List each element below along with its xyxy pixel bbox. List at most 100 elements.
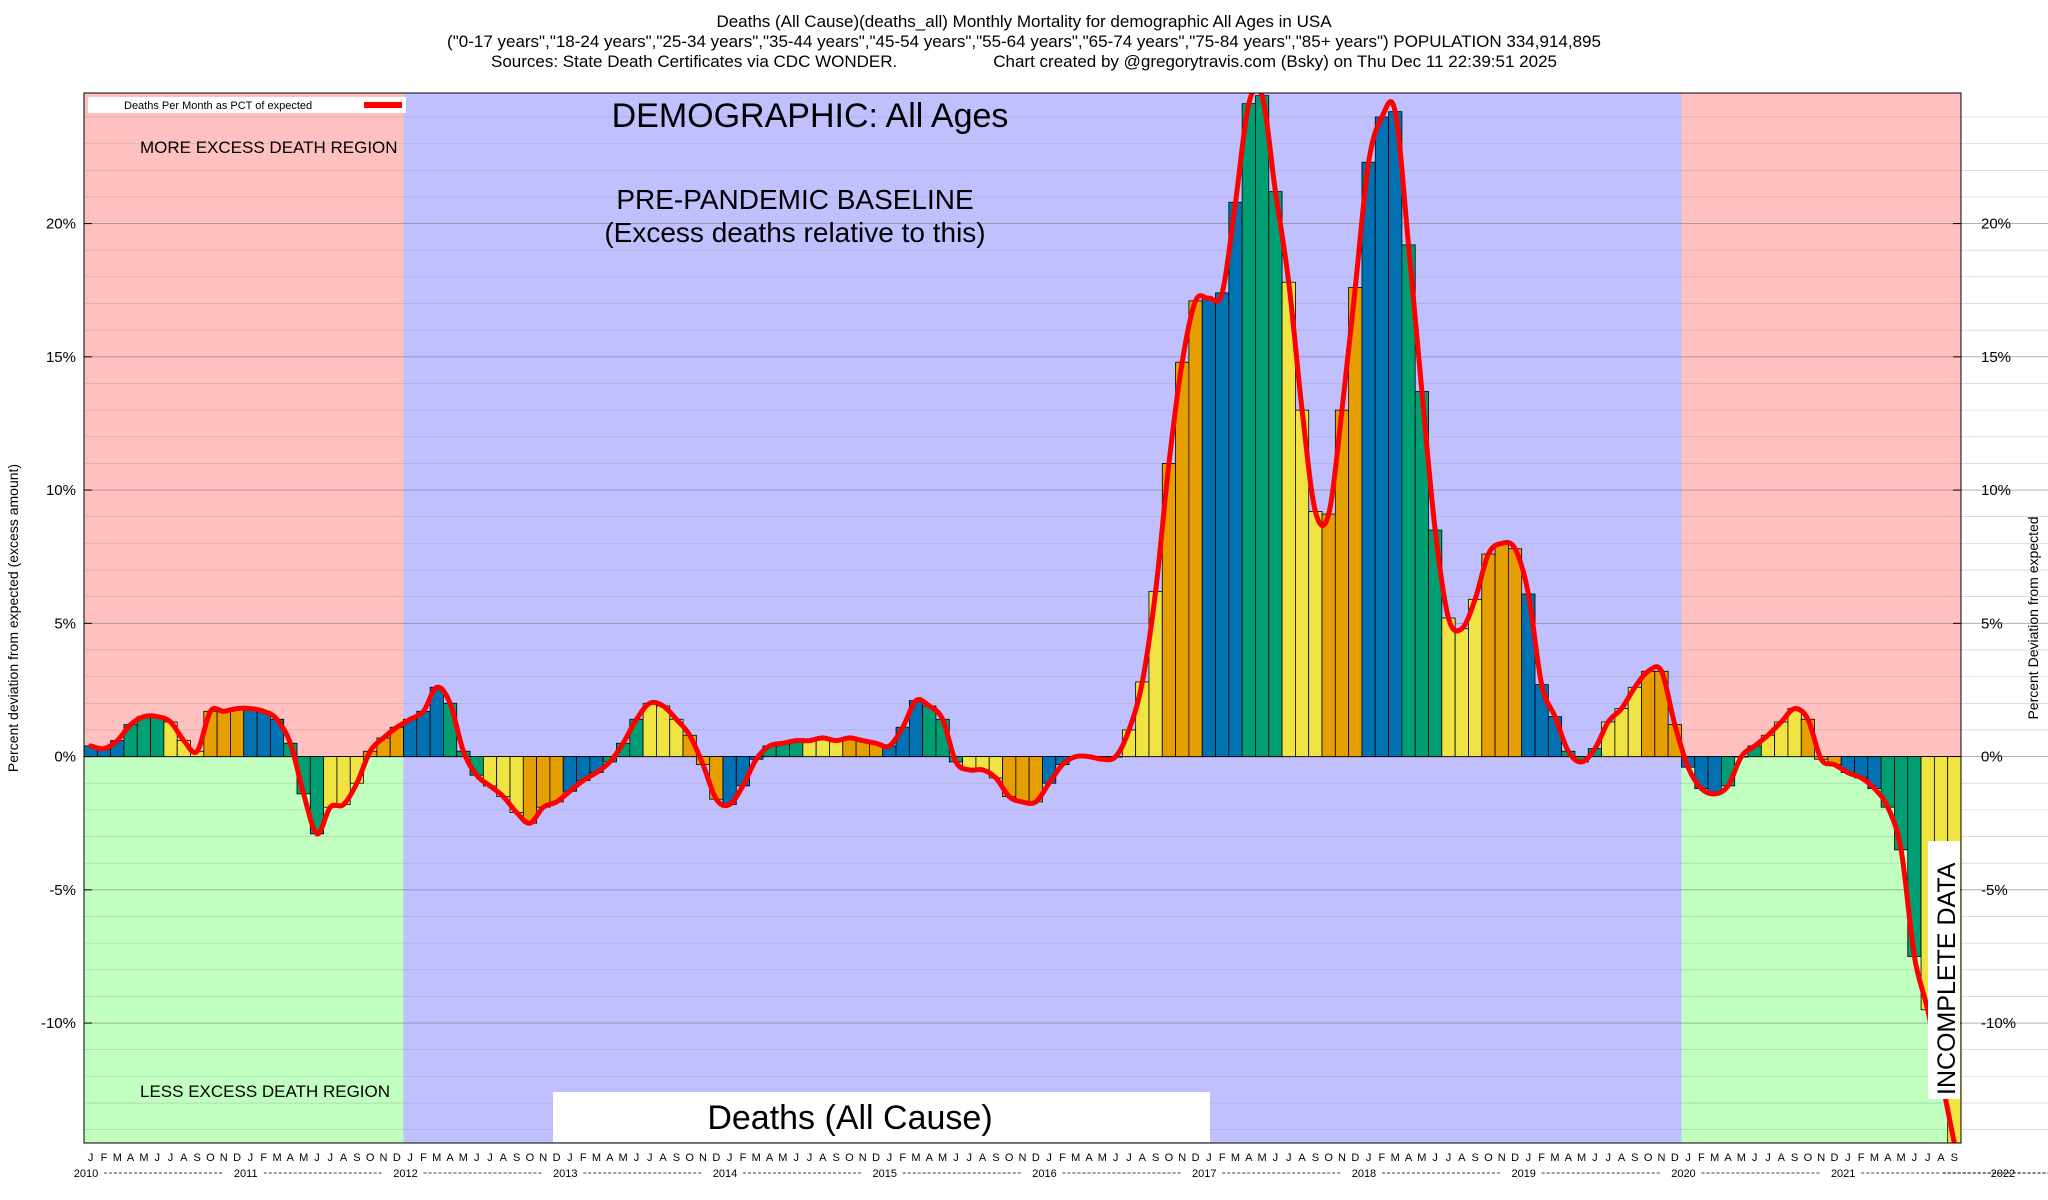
- month-tick-label: J: [634, 1152, 640, 1164]
- month-tick-label: A: [500, 1152, 508, 1164]
- bar: [1507, 548, 1523, 757]
- bar: [243, 708, 258, 757]
- month-tick-label: F: [101, 1152, 108, 1164]
- month-tick-label: M: [911, 1152, 920, 1164]
- month-tick-label: F: [740, 1152, 747, 1164]
- month-tick-label: J: [727, 1152, 733, 1164]
- month-tick-label: A: [446, 1152, 454, 1164]
- month-tick-label: F: [1698, 1152, 1705, 1164]
- month-tick-label: J: [1592, 1152, 1598, 1164]
- chart-title: Deaths (All Cause)(deaths_all) Monthly M…: [716, 12, 1332, 31]
- bar: [230, 708, 245, 757]
- y-axis-label-left: Percent deviation from expected (excess …: [5, 464, 21, 772]
- month-tick-label: J: [967, 1152, 973, 1164]
- month-tick-label: M: [459, 1152, 468, 1164]
- month-tick-label: F: [1858, 1152, 1865, 1164]
- baseline-label-line2: (Excess deaths relative to this): [604, 217, 985, 248]
- month-tick-label: J: [1685, 1152, 1691, 1164]
- month-tick-label: A: [766, 1152, 774, 1164]
- year-tick-label: 2011: [234, 1168, 258, 1180]
- month-tick-label: F: [580, 1152, 587, 1164]
- month-tick-label: J: [248, 1152, 254, 1164]
- month-tick-label: A: [1298, 1152, 1306, 1164]
- month-tick-label: A: [1085, 1152, 1093, 1164]
- month-tick-label: M: [1231, 1152, 1240, 1164]
- month-tick-label: A: [659, 1152, 667, 1164]
- month-tick-label: J: [1605, 1152, 1611, 1164]
- month-tick-label: M: [1258, 1152, 1267, 1164]
- month-tick-label: A: [1458, 1152, 1466, 1164]
- month-tick-label: N: [699, 1152, 707, 1164]
- month-tick-label: J: [168, 1152, 174, 1164]
- bar: [416, 710, 431, 757]
- month-tick-label: M: [1577, 1152, 1586, 1164]
- month-tick-label: S: [193, 1152, 200, 1164]
- y-tick-label-left: 20%: [46, 216, 76, 233]
- bar: [1361, 161, 1376, 757]
- y-tick-label-left: 0%: [54, 749, 76, 766]
- month-tick-label: O: [1484, 1152, 1493, 1164]
- month-tick-label: J: [953, 1152, 959, 1164]
- y-tick-label-left: 10%: [46, 482, 76, 499]
- month-tick-label: O: [845, 1152, 854, 1164]
- year-tick-label: 2019: [1511, 1168, 1535, 1180]
- y-tick-label-left: 5%: [54, 615, 76, 632]
- year-tick-label: 2022: [1991, 1168, 2015, 1180]
- month-tick-label: J: [1925, 1152, 1931, 1164]
- month-tick-label: O: [366, 1152, 375, 1164]
- month-tick-label: M: [1737, 1152, 1746, 1164]
- year-tick-label: 2021: [1831, 1168, 1855, 1180]
- month-tick-label: J: [407, 1152, 413, 1164]
- month-tick-label: O: [1165, 1152, 1174, 1164]
- y-tick-label-right: 10%: [1981, 482, 2011, 499]
- y-tick-label-left: 15%: [46, 349, 76, 366]
- month-tick-label: S: [673, 1152, 680, 1164]
- month-tick-label: M: [938, 1152, 947, 1164]
- year-tick-label: 2020: [1671, 1168, 1695, 1180]
- month-tick-label: J: [314, 1152, 320, 1164]
- month-tick-label: S: [1951, 1152, 1958, 1164]
- month-tick-label: D: [1671, 1152, 1679, 1164]
- month-tick-label: A: [1937, 1152, 1945, 1164]
- month-tick-label: J: [1206, 1152, 1212, 1164]
- y-tick-label-left: -10%: [41, 1015, 76, 1032]
- month-tick-label: O: [526, 1152, 535, 1164]
- bar: [1388, 111, 1403, 757]
- legend-box: [88, 97, 406, 113]
- month-tick-label: N: [859, 1152, 867, 1164]
- month-tick-label: M: [432, 1152, 441, 1164]
- bar: [1228, 201, 1243, 757]
- bar: [1494, 542, 1509, 757]
- month-tick-label: A: [1778, 1152, 1786, 1164]
- month-tick-label: M: [1417, 1152, 1426, 1164]
- plot-frame: [83, 92, 1962, 1144]
- month-tick-label: J: [1113, 1152, 1119, 1164]
- year-tick-label: 2018: [1352, 1168, 1376, 1180]
- legend-label: Deaths Per Month as PCT of expected: [124, 100, 312, 112]
- month-tick-label: F: [1219, 1152, 1226, 1164]
- month-tick-label: A: [127, 1152, 135, 1164]
- bar: [1481, 553, 1496, 757]
- bar: [1215, 292, 1230, 757]
- demographic-label: DEMOGRAPHIC: All Ages: [612, 97, 1009, 135]
- month-tick-label: N: [1817, 1152, 1825, 1164]
- bar: [1641, 670, 1656, 757]
- month-tick-label: O: [685, 1152, 694, 1164]
- chart-subtitle: ("0-17 years","18-24 years","25-34 years…: [447, 32, 1601, 51]
- year-tick-label: 2017: [1192, 1168, 1216, 1180]
- month-tick-label: J: [1273, 1152, 1279, 1164]
- month-tick-label: J: [487, 1152, 493, 1164]
- y-tick-label-left: -5%: [49, 882, 76, 899]
- bottom-label: Deaths (All Cause): [707, 1099, 992, 1137]
- year-tick-label: 2013: [553, 1168, 577, 1180]
- month-tick-label: A: [340, 1152, 348, 1164]
- month-tick-label: M: [1897, 1152, 1906, 1164]
- month-tick-label: D: [1831, 1152, 1839, 1164]
- chart-credit: Chart created by @gregorytravis.com (Bsk…: [993, 52, 1557, 71]
- year-tick-label: 2010: [74, 1168, 98, 1180]
- trend-line: [88, 93, 1957, 1143]
- month-tick-label: D: [1192, 1152, 1200, 1164]
- month-tick-label: F: [420, 1152, 427, 1164]
- month-tick-label: J: [1432, 1152, 1438, 1164]
- baseline-label-line1: PRE-PANDEMIC BASELINE: [616, 184, 973, 215]
